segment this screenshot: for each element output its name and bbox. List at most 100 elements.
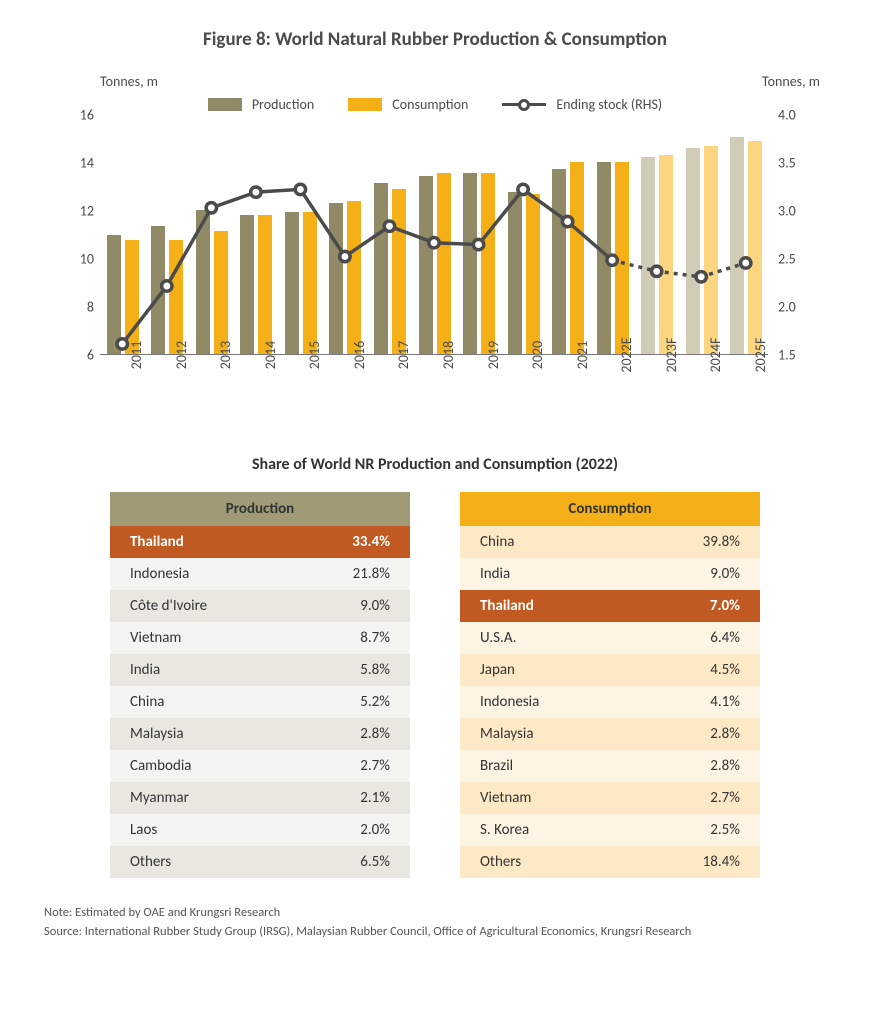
table-row: Others6.5% — [110, 846, 410, 878]
table-row: Japan4.5% — [460, 654, 760, 686]
production-table: Production Thailand33.4%Indonesia21.8%Cô… — [110, 492, 410, 878]
share-value: 21.8% — [290, 558, 410, 590]
x-category-label: 2011 — [122, 341, 128, 369]
table-row: Vietnam2.7% — [460, 782, 760, 814]
x-category-label: 2015 — [300, 341, 306, 369]
table-row: Others18.4% — [460, 846, 760, 878]
share-value: 2.0% — [290, 814, 410, 846]
country-name: S. Korea — [460, 814, 629, 846]
country-name: Malaysia — [110, 718, 290, 750]
country-name: Thailand — [110, 526, 290, 558]
y-axis-right: 1.52.02.53.03.54.0 — [778, 115, 828, 355]
country-name: China — [110, 686, 290, 718]
country-name: India — [460, 558, 629, 590]
table-row: Myanmar2.1% — [110, 782, 410, 814]
legend-production-label: Production — [252, 96, 314, 113]
share-value: 9.0% — [290, 590, 410, 622]
x-category-label: 2021 — [568, 341, 574, 369]
country-name: Côte d'Ivoire — [110, 590, 290, 622]
consumption-table-header: Consumption — [460, 492, 760, 526]
y-right-tick: 4.0 — [778, 107, 796, 124]
x-category-label: 2024F — [701, 338, 707, 373]
table-row: Thailand33.4% — [110, 526, 410, 558]
country-name: China — [460, 526, 629, 558]
share-value: 5.8% — [290, 654, 410, 686]
share-value: 18.4% — [629, 846, 760, 878]
share-value: 2.7% — [290, 750, 410, 782]
country-name: Indonesia — [460, 686, 629, 718]
legend-production: Production — [208, 96, 314, 113]
y-left-tick: 14 — [80, 155, 94, 172]
legend-ending-stock-label: Ending stock (RHS) — [556, 96, 662, 113]
x-category-label: 2016 — [345, 341, 351, 369]
table-row: China5.2% — [110, 686, 410, 718]
table-row: Indonesia21.8% — [110, 558, 410, 590]
left-axis-label: Tonnes, m — [100, 73, 158, 90]
country-name: Brazil — [460, 750, 629, 782]
share-value: 7.0% — [629, 590, 760, 622]
y-left-tick: 10 — [80, 251, 94, 268]
y-right-tick: 3.0 — [778, 203, 796, 220]
x-category-label: 2025F — [746, 338, 752, 373]
y-right-tick: 2.0 — [778, 299, 796, 316]
table-row: Brazil2.8% — [460, 750, 760, 782]
share-value: 33.4% — [290, 526, 410, 558]
table-row: Thailand7.0% — [460, 590, 760, 622]
table-row: China39.8% — [460, 526, 760, 558]
share-value: 2.8% — [290, 718, 410, 750]
country-name: India — [110, 654, 290, 686]
country-name: Vietnam — [110, 622, 290, 654]
country-name: Cambodia — [110, 750, 290, 782]
country-name: Laos — [110, 814, 290, 846]
table-row: Côte d'Ivoire9.0% — [110, 590, 410, 622]
share-value: 9.0% — [629, 558, 760, 590]
share-value: 4.5% — [629, 654, 760, 686]
table-row: India9.0% — [460, 558, 760, 590]
y-axis-left: 6810121416 — [44, 115, 94, 355]
share-value: 6.5% — [290, 846, 410, 878]
legend-consumption-swatch — [348, 98, 382, 111]
share-value: 6.4% — [629, 622, 760, 654]
tables-title: Share of World NR Production and Consump… — [40, 455, 830, 474]
legend-consumption: Consumption — [348, 96, 468, 113]
country-name: Japan — [460, 654, 629, 686]
production-table-header: Production — [110, 492, 410, 526]
legend-ending-stock: Ending stock (RHS) — [502, 96, 662, 113]
share-value: 5.2% — [290, 686, 410, 718]
share-value: 2.5% — [629, 814, 760, 846]
share-value: 39.8% — [629, 526, 760, 558]
table-row: U.S.A.6.4% — [460, 622, 760, 654]
x-category-label: 2012 — [167, 341, 173, 369]
footnote-source: Source: International Rubber Study Group… — [44, 923, 826, 942]
share-value: 2.8% — [629, 750, 760, 782]
country-name: Malaysia — [460, 718, 629, 750]
x-axis-labels: 2011201220132014201520162017201820192020… — [100, 125, 768, 355]
table-row: Malaysia2.8% — [460, 718, 760, 750]
country-name: Myanmar — [110, 782, 290, 814]
x-category-label: 2017 — [389, 341, 395, 369]
country-name: Others — [460, 846, 629, 878]
legend-line-icon — [502, 99, 546, 111]
table-row: India5.8% — [110, 654, 410, 686]
chart-legend: Production Consumption Ending stock (RHS… — [40, 96, 830, 113]
y-left-tick: 16 — [80, 107, 94, 124]
x-category-label: 2014 — [256, 341, 262, 369]
table-row: Indonesia4.1% — [460, 686, 760, 718]
x-category-label: 2018 — [434, 341, 440, 369]
country-name: U.S.A. — [460, 622, 629, 654]
share-value: 2.7% — [629, 782, 760, 814]
country-name: Others — [110, 846, 290, 878]
y-left-tick: 6 — [87, 347, 94, 364]
right-axis-label: Tonnes, m — [762, 73, 820, 90]
x-category-label: 2013 — [211, 341, 217, 369]
y-left-tick: 12 — [80, 203, 94, 220]
table-row: Laos2.0% — [110, 814, 410, 846]
x-category-label: 2020 — [523, 341, 529, 369]
share-value: 8.7% — [290, 622, 410, 654]
figure-title: Figure 8: World Natural Rubber Productio… — [40, 28, 830, 51]
legend-consumption-label: Consumption — [392, 96, 468, 113]
y-right-tick: 1.5 — [778, 347, 796, 364]
share-value: 4.1% — [629, 686, 760, 718]
share-value: 2.8% — [629, 718, 760, 750]
y-right-tick: 2.5 — [778, 251, 796, 268]
